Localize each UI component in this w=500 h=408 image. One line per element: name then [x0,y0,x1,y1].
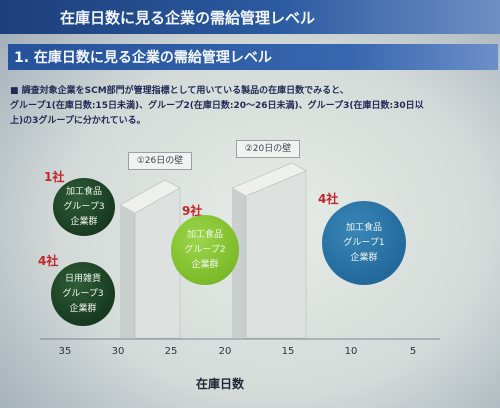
axis-tick: 10 [344,346,358,357]
axis-tick: 15 [281,346,295,357]
circle-text: グループ3 [62,288,104,299]
wall-label-20: ②20日の壁 [236,140,300,158]
circle-text: 加工食品 [65,186,102,197]
wall-26-days [119,179,181,339]
circle-text: 加工食品 [186,229,223,240]
group-circle-processed-food-g1: 加工食品 グループ1 企業群 [322,201,406,285]
body-line: 上)の3グループに分かれている。 [10,116,146,126]
axis-tick: 20 [218,346,232,357]
body-text: ■ 調査対象企業をSCM部門が管理指標として用いている製品の在庫日数でみると、 … [10,84,490,129]
body-line: ■ 調査対象企業をSCM部門が管理指標として用いている製品の在庫日数でみると、 [10,86,349,96]
circle-text: 日用雑貨 [64,273,101,284]
body-line: グループ1(在庫日数:15日未満)、グループ2(在庫日数:20～26日未満)、グ… [10,101,424,111]
circle-text: 企業群 [69,303,97,314]
group-circle-daily-goods-g3: 日用雑貨 グループ3 企業群 [51,262,115,326]
circle-text: 企業群 [350,252,378,263]
x-axis-label: 在庫日数 [195,377,244,391]
group-count-processed-food-g3: 1社 [44,170,65,184]
axis-tick: 5 [409,346,417,357]
group-count-processed-food-g2: 9社 [182,204,203,218]
circle-text: 企業群 [70,216,98,227]
section-heading: 1. 在庫日数に見る企業の需給管理レベル [8,44,498,70]
axis-tick: 30 [111,346,125,357]
group-count-daily-goods-g3: 4社 [38,254,59,268]
axis-tick: 25 [164,346,178,357]
circle-text: グループ2 [184,244,226,255]
circle-text: 加工食品 [345,222,382,233]
wall-20-days [231,162,307,339]
group-circle-processed-food-g3: 加工食品 グループ3 企業群 [53,178,115,236]
slide-title: 在庫日数に見る企業の需給管理レベル [60,9,316,27]
circle-text: 企業群 [191,259,219,270]
group-count-processed-food-g1: 4社 [318,192,339,206]
axis-tick: 35 [58,346,72,357]
circle-text: グループ3 [63,201,105,212]
circle-text: グループ1 [343,237,385,248]
wall-label-26: ①26日の壁 [128,152,192,170]
group-circle-processed-food-g2: 加工食品 グループ2 企業群 [171,215,239,285]
slide-title-bar: 在庫日数に見る企業の需給管理レベル [0,0,500,34]
